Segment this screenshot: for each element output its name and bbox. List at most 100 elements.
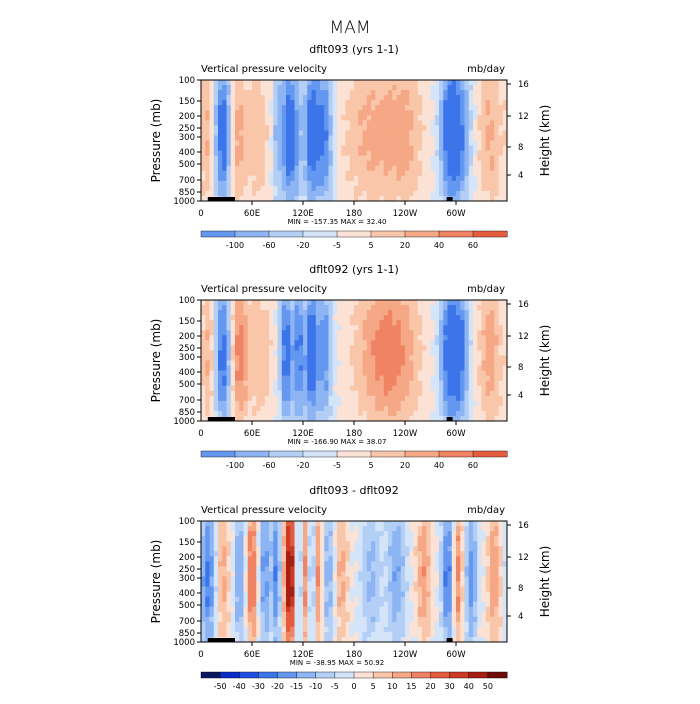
heatmap-cell bbox=[426, 120, 431, 125]
heatmap-cell bbox=[456, 85, 461, 90]
heatmap-cell bbox=[435, 406, 440, 411]
heatmap-cell bbox=[261, 110, 266, 115]
heatmap-cell bbox=[201, 166, 206, 171]
heatmap-cell bbox=[482, 607, 487, 612]
heatmap-cell bbox=[477, 125, 482, 130]
heatmap-cell bbox=[426, 95, 431, 100]
heatmap-cell bbox=[235, 355, 240, 360]
heatmap-cell bbox=[426, 391, 431, 396]
heatmap-cell bbox=[380, 401, 385, 406]
heatmap-cell bbox=[422, 376, 427, 381]
heatmap-cell bbox=[473, 381, 478, 386]
heatmap-cell bbox=[324, 115, 329, 120]
heatmap-cell bbox=[218, 602, 223, 607]
heatmap-cell bbox=[486, 612, 491, 617]
heatmap-cell bbox=[286, 85, 291, 90]
heatmap-cell bbox=[290, 305, 295, 310]
heatmap-cell bbox=[244, 300, 249, 305]
heatmap-cell bbox=[329, 95, 334, 100]
heatmap-cell bbox=[329, 325, 334, 330]
heatmap-cell bbox=[244, 371, 249, 376]
heatmap-cell bbox=[380, 166, 385, 171]
heatmap-field bbox=[201, 80, 507, 201]
heatmap-cell bbox=[337, 350, 342, 355]
heatmap-cell bbox=[269, 612, 274, 617]
heatmap-cell bbox=[278, 396, 283, 401]
chart-panel-1: dflt093 (yrs 1-1)Vertical pressure veloc… bbox=[149, 43, 552, 250]
heatmap-cell bbox=[494, 350, 499, 355]
heatmap-cell bbox=[295, 186, 300, 191]
heatmap-cell bbox=[205, 587, 210, 592]
heatmap-cell bbox=[409, 587, 414, 592]
heatmap-cell bbox=[443, 576, 448, 581]
heatmap-cell bbox=[278, 546, 283, 551]
heatmap-cell bbox=[299, 135, 304, 140]
heatmap-cell bbox=[290, 366, 295, 371]
heatmap-cell bbox=[205, 325, 210, 330]
heatmap-cell bbox=[354, 186, 359, 191]
heatmap-cell bbox=[363, 381, 368, 386]
heatmap-cell bbox=[401, 130, 406, 135]
heatmap-cell bbox=[456, 381, 461, 386]
heatmap-cell bbox=[354, 181, 359, 186]
heatmap-cell bbox=[265, 566, 270, 571]
heatmap-cell bbox=[248, 531, 253, 536]
heatmap-cell bbox=[494, 141, 499, 146]
heatmap-cell bbox=[482, 521, 487, 526]
heatmap-cell bbox=[201, 110, 206, 115]
heatmap-cell bbox=[341, 300, 346, 305]
heatmap-cell bbox=[286, 350, 291, 355]
heatmap-cell bbox=[414, 325, 419, 330]
heatmap-cell bbox=[477, 310, 482, 315]
heatmap-cell bbox=[350, 396, 355, 401]
heatmap-cell bbox=[405, 171, 410, 176]
heatmap-cell bbox=[354, 141, 359, 146]
heatmap-cell bbox=[380, 350, 385, 355]
heatmap-cell bbox=[384, 130, 389, 135]
heatmap-cell bbox=[375, 340, 380, 345]
heatmap-cell bbox=[405, 531, 410, 536]
heatmap-cell bbox=[227, 325, 232, 330]
heatmap-cell bbox=[490, 526, 495, 531]
heatmap-cell bbox=[397, 186, 402, 191]
heatmap-cell bbox=[405, 576, 410, 581]
heatmap-cell bbox=[295, 582, 300, 587]
heatmap-cell bbox=[273, 100, 278, 105]
heatmap-cell bbox=[384, 315, 389, 320]
heatmap-cell bbox=[401, 156, 406, 161]
heatmap-cell bbox=[388, 125, 393, 130]
heatmap-cell bbox=[227, 120, 232, 125]
heatmap-cell bbox=[422, 592, 427, 597]
heatmap-cell bbox=[388, 120, 393, 125]
heatmap-cell bbox=[490, 105, 495, 110]
heatmap-cell bbox=[303, 411, 308, 416]
heatmap-cell bbox=[205, 130, 210, 135]
heatmap-cell bbox=[486, 366, 491, 371]
heatmap-cell bbox=[265, 602, 270, 607]
heatmap-cell bbox=[460, 366, 465, 371]
heatmap-cell bbox=[256, 156, 261, 161]
heatmap-cell bbox=[367, 536, 372, 541]
heatmap-cell bbox=[235, 411, 240, 416]
heatmap-cell bbox=[367, 135, 372, 140]
heatmap-cell bbox=[278, 85, 283, 90]
heatmap-cell bbox=[333, 592, 338, 597]
heatmap-cell bbox=[235, 115, 240, 120]
heatmap-cell bbox=[392, 597, 397, 602]
heatmap-cell bbox=[388, 146, 393, 151]
heatmap-cell bbox=[499, 100, 504, 105]
heatmap-cell bbox=[346, 95, 351, 100]
heatmap-cell bbox=[261, 526, 266, 531]
heatmap-cell bbox=[239, 176, 244, 181]
heatmap-cell bbox=[341, 355, 346, 360]
heatmap-cell bbox=[418, 146, 423, 151]
heatmap-cell bbox=[265, 80, 270, 85]
heatmap-cell bbox=[222, 602, 227, 607]
heatmap-cell bbox=[205, 95, 210, 100]
heatmap-cell bbox=[426, 386, 431, 391]
heatmap-cell bbox=[375, 350, 380, 355]
heatmap-cell bbox=[418, 536, 423, 541]
heatmap-cell bbox=[499, 141, 504, 146]
heatmap-cell bbox=[443, 531, 448, 536]
heatmap-cell bbox=[414, 592, 419, 597]
